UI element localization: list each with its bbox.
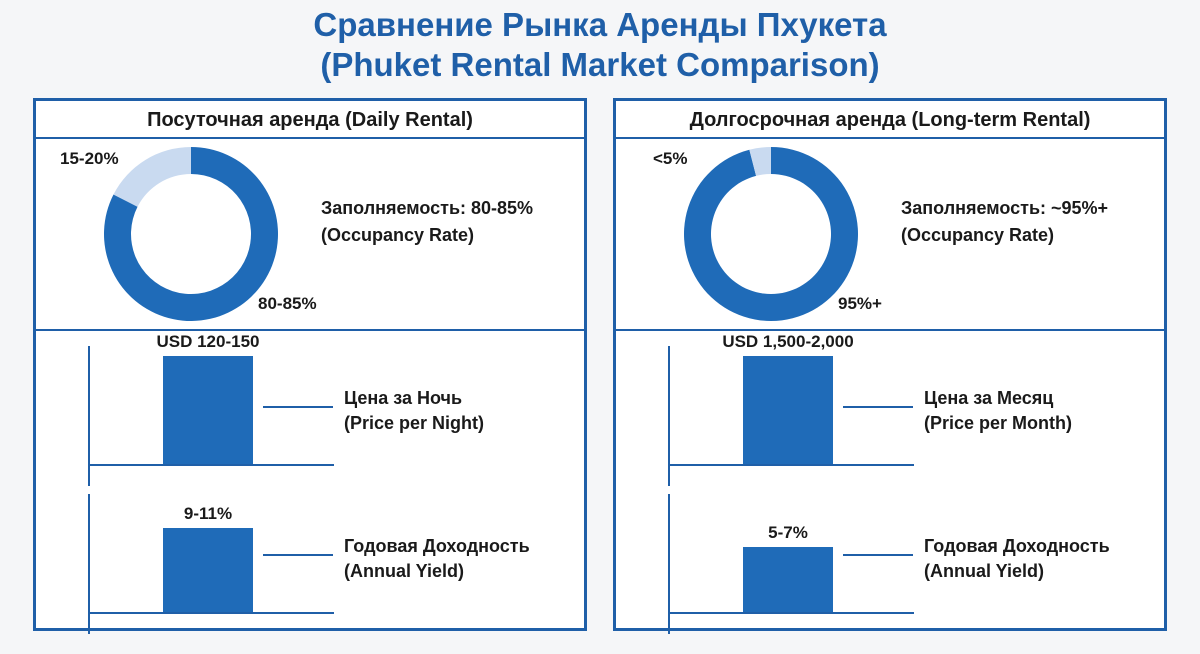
bar-axis xyxy=(668,494,670,634)
donut-label-main: 95%+ xyxy=(838,294,882,313)
long-term-yield-bar-chart: 5-7% Годовая Доходность (Annual Yield) xyxy=(616,494,1164,634)
bar-leader-line xyxy=(843,554,913,556)
bar-baseline xyxy=(668,612,914,614)
long-term-rental-header: Долгосрочная аренда (Long-term Rental) xyxy=(616,101,1164,139)
bar-caption: Годовая Доходность (Annual Yield) xyxy=(344,534,530,584)
donut-slice-rest xyxy=(113,147,191,207)
bar xyxy=(743,547,833,612)
daily-price-bar-chart: USD 120-150 Цена за Ночь (Price per Nigh… xyxy=(36,332,584,486)
caption-line1: Годовая Доходность xyxy=(924,536,1110,556)
page-title-line2: (Phuket Rental Market Comparison) xyxy=(320,46,880,83)
bar-leader-line xyxy=(263,554,333,556)
donut-label-main: 80-85% xyxy=(258,294,317,313)
bar-leader-line xyxy=(263,406,333,408)
caption-line1: Цена за Ночь xyxy=(344,388,463,408)
long-term-price-bar-chart: USD 1,500-2,000 Цена за Месяц (Price per… xyxy=(616,332,1164,486)
bar xyxy=(743,356,833,464)
daily-rental-panel: Посуточная аренда (Daily Rental) 15-20% … xyxy=(33,98,587,634)
bar-value-label: USD 120-150 xyxy=(156,332,260,351)
bar-baseline xyxy=(88,612,334,614)
caption-line2: (Occupancy Rate) xyxy=(321,225,475,245)
bar-baseline xyxy=(88,464,334,466)
bar-axis xyxy=(668,346,670,486)
long-term-occupancy-caption: Заполняемость: ~95%+ (Occupancy Rate) xyxy=(901,195,1108,249)
bar-value-label: 9-11% xyxy=(183,504,233,523)
bar-axis xyxy=(88,494,90,634)
donut-label-rest: <5% xyxy=(653,149,688,168)
bar-leader-line xyxy=(843,406,913,408)
daily-occupancy-caption: Заполняемость: 80-85% (Occupancy Rate) xyxy=(321,195,533,249)
bar xyxy=(163,528,253,612)
caption-line1: Годовая Доходность xyxy=(344,536,530,556)
long-term-occupancy-donut xyxy=(684,147,858,321)
bar-baseline xyxy=(668,464,914,466)
caption-line2: (Price per Night) xyxy=(344,413,485,433)
caption-line2: (Annual Yield) xyxy=(344,561,465,581)
donut-slice-main xyxy=(103,147,278,321)
page-title-line1: Сравнение Рынка Аренды Пхукета xyxy=(313,6,887,43)
donut-label-rest: 15-20% xyxy=(60,149,119,168)
section-divider xyxy=(36,329,584,331)
donut-slice-rest xyxy=(749,147,771,176)
daily-yield-bar-chart: 9-11% Годовая Доходность (Annual Yield) xyxy=(36,494,584,634)
caption-line1: Заполняемость: 80-85% xyxy=(321,198,534,218)
bar-value-label: 5-7% xyxy=(768,523,808,542)
bar-caption: Годовая Доходность (Annual Yield) xyxy=(924,534,1110,584)
bar-value-label: USD 1,500-2,000 xyxy=(722,332,854,351)
daily-occupancy-donut xyxy=(103,147,278,321)
caption-line1: Цена за Месяц xyxy=(924,388,1054,408)
bar-caption: Цена за Месяц (Price per Month) xyxy=(924,386,1072,436)
caption-line1: Заполняемость: ~95%+ xyxy=(901,198,1109,218)
donut-slice-main xyxy=(684,147,858,321)
bar xyxy=(163,356,253,464)
caption-line2: (Occupancy Rate) xyxy=(901,225,1055,245)
daily-rental-header: Посуточная аренда (Daily Rental) xyxy=(36,101,584,139)
caption-line2: (Price per Month) xyxy=(924,413,1073,433)
bar-caption: Цена за Ночь (Price per Night) xyxy=(344,386,484,436)
long-term-rental-panel: Долгосрочная аренда (Long-term Rental) <… xyxy=(613,98,1167,634)
bar-axis xyxy=(88,346,90,486)
section-divider xyxy=(616,329,1164,331)
caption-line2: (Annual Yield) xyxy=(924,561,1045,581)
